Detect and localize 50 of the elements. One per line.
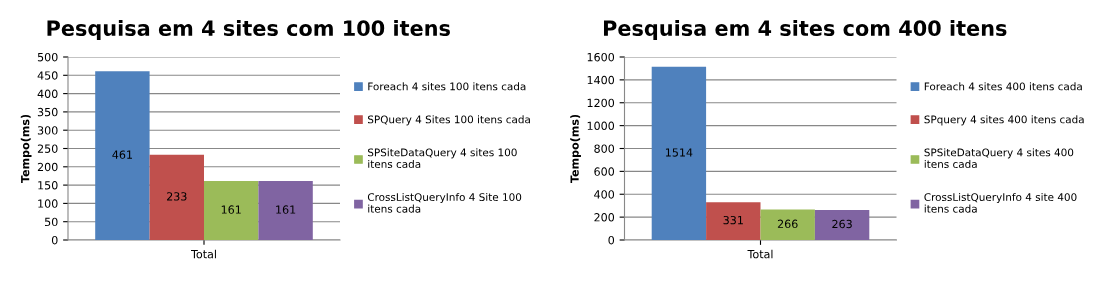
legend-label: SPQuery 4 Sites 100 itens cada: [368, 115, 530, 126]
legend-label: SPSiteDataQuery 4 sites 400 itens cada: [924, 148, 1074, 169]
data-label: 461: [112, 150, 132, 159]
legend-label: Foreach 4 sites 400 itens cada: [924, 82, 1082, 91]
y-tick-label: 1000: [587, 121, 615, 130]
y-tick-label: 1200: [587, 98, 615, 108]
legend-label: CrossListQueryInfo 4 Site 100 itens cada: [367, 192, 522, 213]
y-tick-label: 200: [37, 162, 58, 172]
bar: [204, 181, 259, 240]
bar: [814, 209, 870, 240]
data-label: 161: [221, 205, 241, 214]
bar: [149, 154, 204, 240]
y-tick-label: 1400: [587, 75, 615, 85]
y-tick-label: 100: [38, 199, 58, 208]
y-tick-label: 200: [594, 213, 615, 222]
y-tick-label: 0: [608, 235, 615, 245]
legend-label: Foreach 4 sites 100 itens cada: [368, 82, 526, 91]
y-tick-label: 300: [37, 126, 58, 135]
data-label: 233: [167, 192, 187, 201]
y-tick-label: 400: [594, 190, 615, 199]
x-tick-label: Total: [747, 249, 773, 259]
legend-label: SPSiteDataQuery 4 sites 100 itens cada: [368, 148, 517, 169]
data-label: 161: [276, 205, 296, 214]
data-label: 266: [777, 219, 798, 229]
y-tick-label: 250: [37, 144, 58, 153]
x-tick-label: Total: [190, 249, 216, 259]
y-tick-label: 50: [45, 217, 58, 227]
y-axis-title: Tempo(ms): [20, 114, 32, 184]
bar: [706, 202, 761, 240]
legend-label: SPquery 4 sites 400 itens cada: [924, 115, 1084, 126]
data-label: 331: [723, 215, 743, 225]
bar: [95, 71, 150, 240]
y-tick-label: 350: [37, 107, 58, 117]
y-tick-label: 0: [51, 235, 58, 245]
y-tick-label: 500: [37, 52, 58, 62]
y-tick-label: 1600: [587, 52, 615, 62]
data-label: 1514: [665, 148, 693, 157]
bar: [760, 209, 815, 240]
y-tick-label: 600: [594, 167, 615, 176]
y-tick-label: 150: [38, 181, 58, 190]
bar: [258, 181, 313, 240]
y-tick-label: 800: [594, 144, 615, 153]
y-axis-title: Tempo(ms): [570, 114, 581, 184]
bar: [651, 66, 707, 240]
chart-title: Pesquisa em 4 sites com 100 itens: [47, 19, 450, 41]
legend-label: CrossListQueryInfo 4 site 400 itens cada: [924, 192, 1077, 213]
y-tick-label: 450: [37, 71, 58, 80]
y-tick-label: 400: [37, 89, 58, 98]
chart-title: Pesquisa em 4 sites com 400 itens: [603, 19, 1007, 41]
data-label: 263: [832, 219, 852, 229]
